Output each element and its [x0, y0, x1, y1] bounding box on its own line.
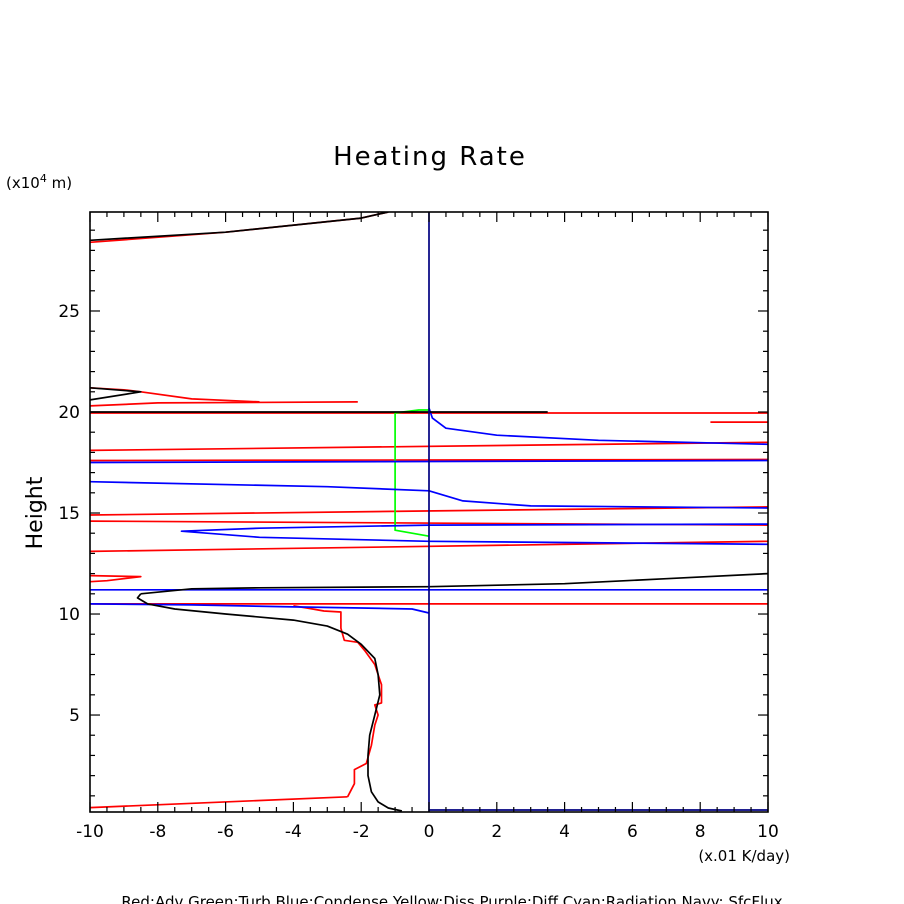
x-tick-label: 4	[559, 822, 570, 842]
series-red-line-1	[90, 795, 348, 809]
x-axis-unit-label: (x.01 K/day)	[698, 847, 790, 865]
chart-title: Heating Rate	[333, 142, 527, 172]
series-blue-line-6	[428, 407, 768, 446]
series-layer	[90, 212, 768, 812]
x-tick-label: -10	[76, 822, 104, 842]
x-tick-label: 6	[627, 822, 638, 842]
y-tick-label: 15	[58, 504, 80, 524]
x-tick-label: -4	[285, 822, 302, 842]
series-red-line-4	[90, 574, 142, 583]
series-blue-line-1	[90, 603, 430, 614]
series-black-line-2	[140, 572, 768, 595]
x-tick-label: 0	[424, 822, 435, 842]
x-tick-label: -6	[217, 822, 234, 842]
x-tick-label: 8	[695, 822, 706, 842]
axis-layer: -10 -8 -6 -4 -2 0 2 4 6 8 10 5 10 15 20 25	[58, 211, 779, 842]
y-tick-label: 25	[58, 302, 80, 322]
series-blue-line-3	[180, 523, 768, 546]
y-tick-label: 10	[58, 605, 80, 625]
series-black-line-4	[90, 386, 142, 401]
series-black-line-1	[136, 593, 403, 812]
x-tick-label: -2	[353, 822, 370, 842]
y-axis-unit-prefix: (x10	[6, 174, 40, 192]
legend-text: Red:Adv Green:Turb Blue:Condense Yellow:…	[121, 893, 782, 904]
y-axis-unit-exponent: 4	[40, 172, 47, 185]
y-axis-unit-label: (x104 m)	[6, 172, 72, 192]
x-tick-label: 10	[757, 822, 779, 842]
y-axis-label: Height	[23, 476, 48, 549]
series-red-line-12	[90, 401, 358, 407]
series-black-line-5	[90, 212, 389, 242]
y-tick-label: 20	[58, 403, 80, 423]
y-tick-label: 5	[69, 706, 80, 726]
series-green-line-1	[394, 409, 430, 538]
x-tick-label: -8	[149, 822, 166, 842]
y-axis-unit-suffix: m)	[47, 174, 72, 192]
x-tick-label: 2	[491, 822, 502, 842]
series-blue-line-4	[90, 480, 768, 509]
